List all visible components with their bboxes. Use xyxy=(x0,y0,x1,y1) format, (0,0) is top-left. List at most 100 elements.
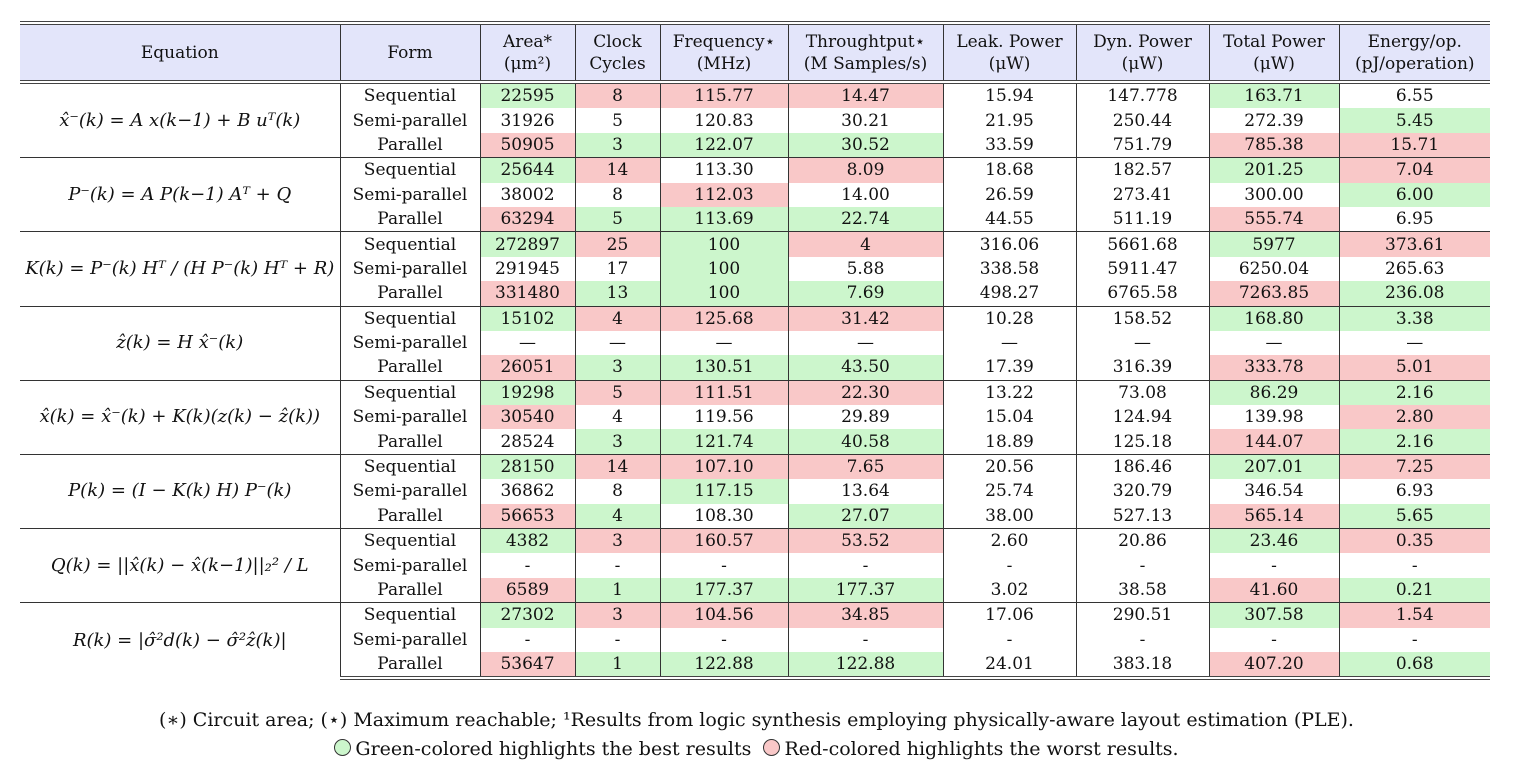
form-cell: Parallel xyxy=(339,206,480,232)
value-cell: 555.74 xyxy=(1208,206,1339,232)
table-row: Semi-parallel 36862 8 117.15 13.64 25.74 320.7… xyxy=(20,479,1490,504)
value-cell: 20.56 xyxy=(942,453,1076,480)
value-cell: 5.01 xyxy=(1338,355,1490,381)
equation-cell: K(k) = P⁻(k) Hᵀ / (H P⁻(k) Hᵀ + R) xyxy=(20,231,340,307)
value-cell: 100 xyxy=(659,256,788,282)
value-cell: 30540 xyxy=(479,405,575,430)
value-cell: 14 xyxy=(574,453,660,480)
value-cell: 201.25 xyxy=(1208,157,1339,183)
value-cell: 20.86 xyxy=(1075,528,1209,554)
value-cell: 3 xyxy=(574,355,660,381)
value-cell: 163.71 xyxy=(1208,81,1339,109)
value-cell: 7.65 xyxy=(787,453,943,480)
value-cell: 122.88 xyxy=(787,651,943,681)
header-unit: (MHz) xyxy=(696,53,752,74)
value-cell: 7.25 xyxy=(1338,453,1490,480)
header-cell: Area* (μm²) xyxy=(479,23,575,82)
value-cell: 15.71 xyxy=(1338,132,1490,158)
table-row: Semi-parallel - - - - - - - - xyxy=(20,627,1490,652)
value-cell: 15102 xyxy=(479,305,575,331)
value-cell: 6.93 xyxy=(1338,479,1490,504)
value-cell: - xyxy=(1075,627,1209,652)
value-cell: 383.18 xyxy=(1075,651,1209,681)
value-cell: 373.61 xyxy=(1338,231,1490,257)
equation-cell: x̂(k) = x̂⁻(k) + K(k)(z(k) − ẑ(k)) xyxy=(20,379,340,455)
value-cell: 320.79 xyxy=(1075,479,1209,504)
value-cell: 236.08 xyxy=(1338,281,1490,307)
value-cell: 4 xyxy=(574,405,660,430)
value-cell: 5661.68 xyxy=(1075,231,1209,257)
value-cell: 160.57 xyxy=(659,528,788,554)
form-cell: Sequential xyxy=(339,231,480,257)
form-cell: Semi-parallel xyxy=(339,330,480,356)
value-cell: - xyxy=(659,627,788,652)
value-cell: 34.85 xyxy=(787,602,943,628)
value-cell: 38.00 xyxy=(942,503,1076,529)
value-cell: 56653 xyxy=(479,503,575,529)
value-cell: 1 xyxy=(574,577,660,603)
value-cell: — xyxy=(479,330,575,356)
value-cell: 22.30 xyxy=(787,379,943,406)
equation-cell: P⁻(k) = A P(k−1) Aᵀ + Q xyxy=(20,157,340,232)
value-cell: 300.00 xyxy=(1208,182,1339,207)
value-cell: 24.01 xyxy=(942,651,1076,681)
value-cell: 2.16 xyxy=(1338,379,1490,406)
value-cell: 1 xyxy=(574,651,660,681)
header-cell: Throughtput⋆ (M Samples/s) xyxy=(787,23,943,82)
form-cell: Semi-parallel xyxy=(339,553,480,578)
form-cell: Sequential xyxy=(339,157,480,183)
header-unit: (μm²) xyxy=(503,53,552,74)
value-cell: 108.30 xyxy=(659,503,788,529)
value-cell: 31926 xyxy=(479,108,575,133)
value-cell: 41.60 xyxy=(1208,577,1339,603)
value-cell: 15.94 xyxy=(942,81,1076,109)
value-cell: - xyxy=(479,627,575,652)
value-cell: 346.54 xyxy=(1208,479,1339,504)
value-cell: 4382 xyxy=(479,528,575,554)
value-cell: 207.01 xyxy=(1208,453,1339,480)
value-cell: 43.50 xyxy=(787,355,943,381)
value-cell: 2.60 xyxy=(942,528,1076,554)
value-cell: — xyxy=(1208,330,1339,356)
value-cell: 3.02 xyxy=(942,577,1076,603)
value-cell: 6250.04 xyxy=(1208,256,1339,282)
value-cell: 18.89 xyxy=(942,429,1076,455)
form-cell: Parallel xyxy=(339,651,480,681)
header-label: Dyn. Power xyxy=(1093,31,1192,52)
value-cell: 53.52 xyxy=(787,528,943,554)
value-cell: 50905 xyxy=(479,132,575,158)
table-row: Semi-parallel — — — — — — — — xyxy=(20,330,1490,356)
value-cell: 331480 xyxy=(479,281,575,307)
table-row: Semi-parallel 30540 4 119.56 29.89 15.04 124.9… xyxy=(20,405,1490,430)
table-row: Parallel 331480 13 100 7.69 498.27 6765.58 7263… xyxy=(20,281,1490,307)
value-cell: 272897 xyxy=(479,231,575,257)
header-cell: Energy/op. (pJ/operation) xyxy=(1338,23,1490,82)
form-cell: Parallel xyxy=(339,577,480,603)
value-cell: - xyxy=(942,627,1076,652)
header-unit: (μW) xyxy=(988,53,1031,74)
value-cell: 8.09 xyxy=(787,157,943,183)
header-cell: Leak. Power (μW) xyxy=(942,23,1076,82)
form-cell: Sequential xyxy=(339,305,480,331)
table-body: x̂⁻(k) = A x(k−1) + B uᵀ(k) Sequential 225… xyxy=(20,81,1490,681)
value-cell: 250.44 xyxy=(1075,108,1209,133)
header-cell: Frequency⋆ (MHz) xyxy=(659,23,788,82)
value-cell: - xyxy=(1075,553,1209,578)
value-cell: 8 xyxy=(574,182,660,207)
table-row: K(k) = P⁻(k) Hᵀ / (H P⁻(k) Hᵀ + R) Sequen… xyxy=(20,231,1490,307)
value-cell: 4 xyxy=(787,231,943,257)
value-cell: 17 xyxy=(574,256,660,282)
value-cell: 6765.58 xyxy=(1075,281,1209,307)
value-cell: 107.10 xyxy=(659,453,788,480)
value-cell: - xyxy=(574,553,660,578)
value-cell: — xyxy=(942,330,1076,356)
value-cell: 53647 xyxy=(479,651,575,681)
value-cell: — xyxy=(574,330,660,356)
value-cell: — xyxy=(659,330,788,356)
header-unit: (M Samples/s) xyxy=(803,53,928,74)
green-dot-icon xyxy=(334,739,352,756)
value-cell: 14.00 xyxy=(787,182,943,207)
table-row: R(k) = |σ̂²d(k) − σ̂²ẑ(k)| Sequential 2730… xyxy=(20,602,1490,679)
form-cell: Parallel xyxy=(339,429,480,455)
value-cell: 5911.47 xyxy=(1075,256,1209,282)
